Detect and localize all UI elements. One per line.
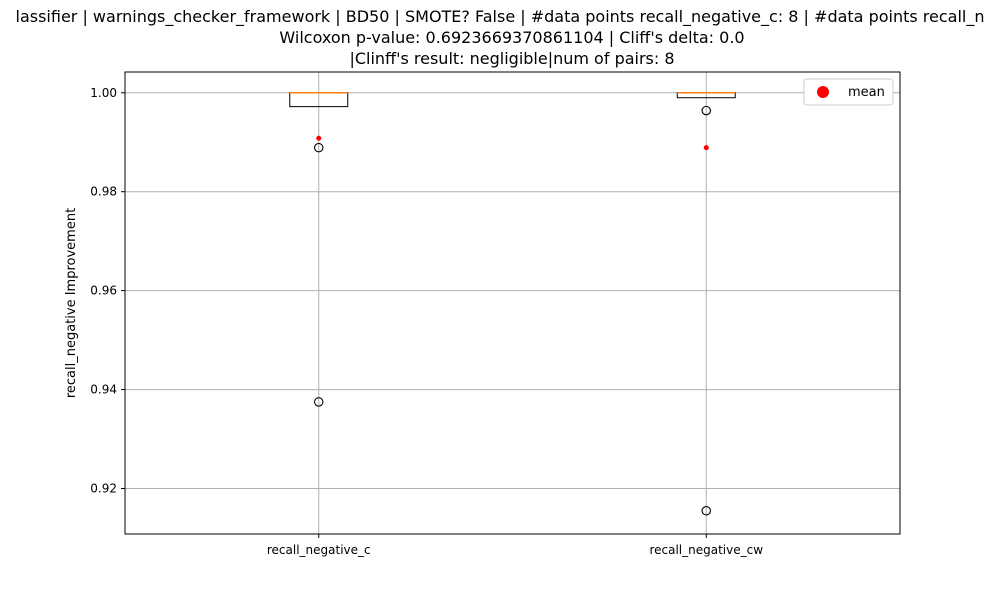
mean-marker bbox=[316, 135, 322, 141]
plot-area-frame bbox=[124, 71, 901, 535]
x-tick-label: recall_negative_cw bbox=[649, 543, 763, 557]
legend-mean-marker bbox=[817, 86, 829, 98]
y-tick-label: 0.96 bbox=[90, 284, 117, 298]
legend-frame bbox=[803, 78, 894, 106]
box-plots bbox=[289, 92, 736, 516]
box-recall_negative_c bbox=[289, 92, 349, 407]
outlier-point bbox=[701, 105, 711, 116]
y-tick-label: 0.92 bbox=[90, 481, 117, 495]
title-line-3: |Clinff's result: negligible|num of pair… bbox=[349, 49, 674, 68]
y-tick-label: 1.00 bbox=[90, 86, 117, 100]
legend: mean bbox=[803, 78, 894, 106]
box-recall_negative_cw bbox=[676, 92, 736, 516]
chart-title: lassifier | warnings_checker_framework |… bbox=[16, 7, 985, 68]
title-line-1: lassifier | warnings_checker_framework |… bbox=[16, 7, 985, 27]
title-line-2: Wilcoxon p-value: 0.6923669370861104 | C… bbox=[279, 28, 744, 47]
y-tick-label: 0.98 bbox=[90, 185, 117, 199]
axis-ticks: 0.92 0.94 0.96 0.98 1.00 recall_negative_c rec… bbox=[90, 86, 763, 557]
legend-mean-label: mean bbox=[848, 85, 885, 100]
grid-lines bbox=[125, 72, 900, 534]
outlier-point bbox=[313, 397, 324, 407]
y-tick-label: 0.94 bbox=[90, 383, 117, 397]
y-axis-label: recall_negative Improvement bbox=[64, 208, 79, 398]
outlier-point bbox=[313, 142, 324, 153]
outlier-point bbox=[701, 506, 711, 516]
mean-marker bbox=[703, 145, 709, 151]
x-tick-label: recall_negative_c bbox=[267, 543, 371, 557]
